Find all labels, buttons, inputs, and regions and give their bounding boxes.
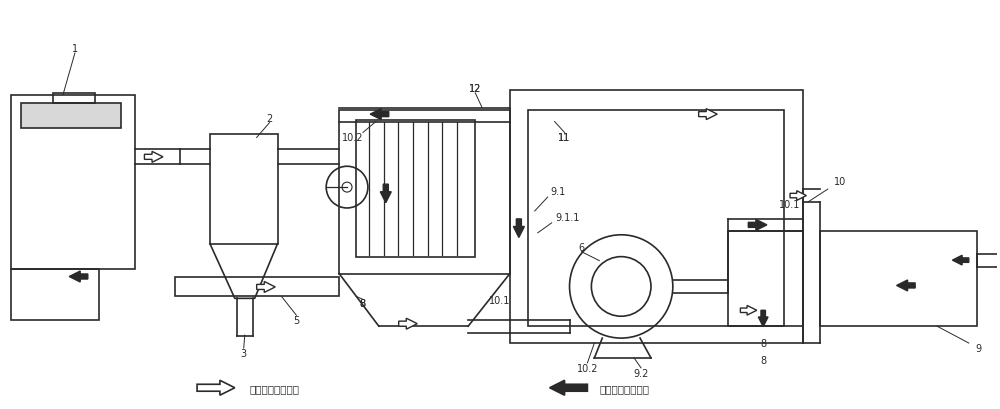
Bar [356,120,475,257]
FancyArrow shape [897,280,915,291]
Text: 9: 9 [976,343,982,353]
Text: 高温烟气流向箭头: 高温烟气流向箭头 [250,383,300,393]
Text: 8: 8 [760,355,766,365]
Text: 9.1.1: 9.1.1 [555,212,580,222]
Text: 2: 2 [266,113,273,123]
Bar [339,110,510,274]
Text: 8: 8 [760,338,766,348]
Text: 12: 12 [469,83,481,94]
Text: 9.1: 9.1 [550,187,565,197]
Text: 6: 6 [578,242,585,252]
Bar [728,231,803,326]
Bar [11,269,99,320]
FancyArrow shape [197,380,235,395]
Text: 9.2: 9.2 [633,368,649,378]
Text: 12: 12 [469,83,481,94]
Bar [820,231,977,326]
FancyArrow shape [257,282,275,293]
Text: 8: 8 [360,299,366,308]
Text: 10: 10 [834,177,846,187]
FancyArrow shape [370,109,389,120]
Text: 11: 11 [558,133,571,143]
Bar [175,277,339,297]
FancyArrow shape [69,271,88,282]
Bar [21,103,121,128]
Text: 8: 8 [360,299,366,308]
FancyArrow shape [513,219,524,238]
Text: 10.2: 10.2 [342,133,364,143]
Text: 10.1: 10.1 [489,296,511,306]
FancyArrow shape [399,319,417,329]
FancyArrow shape [699,109,717,120]
Bar [11,96,135,269]
Text: 预热空气流向箭头: 预热空气流向箭头 [599,383,649,393]
FancyArrow shape [790,191,806,201]
Text: 10.2: 10.2 [577,363,598,373]
Bar [510,90,803,343]
Bar [210,135,278,244]
Text: 10.1: 10.1 [779,200,801,209]
Text: 1: 1 [72,44,78,54]
Text: 11: 11 [558,133,571,143]
FancyArrow shape [740,306,757,315]
FancyArrow shape [380,185,391,203]
Bar [528,110,784,326]
Bar [53,94,95,103]
FancyArrow shape [144,152,163,163]
FancyArrow shape [748,220,767,231]
FancyArrow shape [550,380,587,395]
FancyArrow shape [952,256,969,265]
Text: 5: 5 [293,315,300,326]
FancyArrow shape [758,310,768,327]
Text: 3: 3 [241,348,247,358]
